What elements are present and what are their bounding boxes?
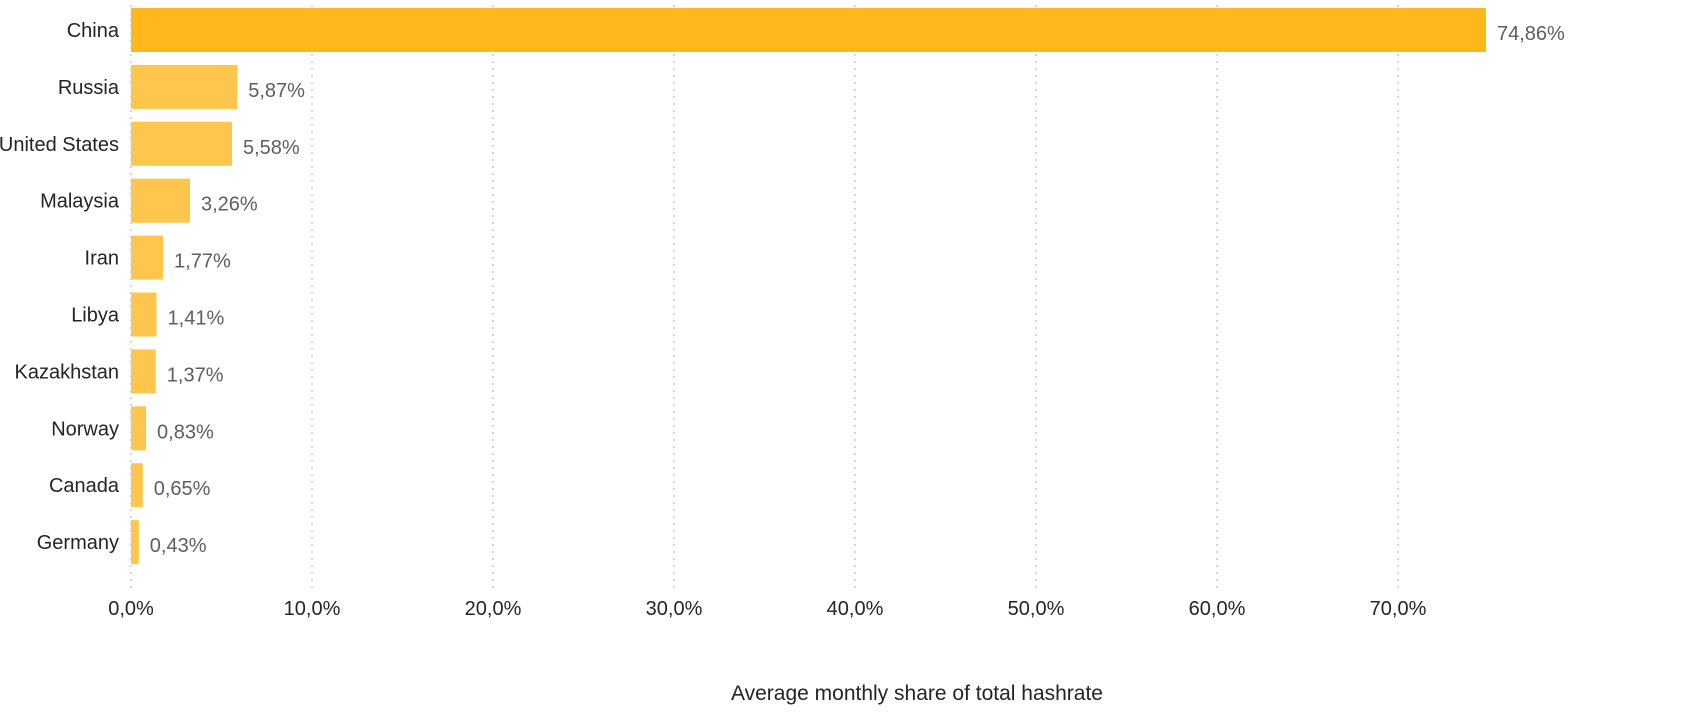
- value-label: 1,41%: [168, 308, 225, 330]
- bar-libya: [131, 292, 157, 337]
- value-labels: 74,86% 5,87% 5,58% 3,26% 1,77% 1,41% 1,37% 0,83…: [150, 23, 1565, 557]
- category-label: Canada: [49, 475, 120, 497]
- category-label: Iran: [85, 248, 119, 270]
- x-axis-title: Average monthly share of total hashrate: [731, 682, 1103, 705]
- category-label: Germany: [37, 532, 119, 554]
- value-label: 5,87%: [248, 80, 305, 102]
- category-label: Norway: [51, 418, 119, 440]
- x-tick-label: 70,0%: [1370, 598, 1427, 620]
- value-label: 5,58%: [243, 137, 300, 159]
- bars: [131, 8, 1486, 565]
- category-label: Malaysia: [40, 191, 120, 213]
- value-label: 1,77%: [174, 251, 231, 273]
- category-label: Libya: [71, 305, 120, 327]
- value-label: 1,37%: [167, 364, 224, 386]
- x-tick-label: 10,0%: [284, 598, 341, 620]
- category-labels: China Russia United States Malaysia Iran Liby…: [0, 20, 120, 554]
- bar-china: [131, 8, 1486, 52]
- category-label: United States: [0, 134, 119, 156]
- x-tick-label: 30,0%: [646, 598, 703, 620]
- category-label: Kazakhstan: [14, 361, 119, 383]
- x-tick-label: 20,0%: [465, 598, 522, 620]
- gridlines: [130, 5, 1399, 588]
- x-tick-label: 0,0%: [108, 598, 154, 620]
- value-label: 0,43%: [150, 535, 207, 557]
- category-label: Russia: [58, 77, 120, 99]
- bar-iran: [131, 235, 164, 280]
- value-label: 74,86%: [1497, 23, 1565, 45]
- bar-germany: [131, 520, 139, 565]
- bar-united-states: [131, 121, 232, 166]
- x-tick-label: 40,0%: [827, 598, 884, 620]
- bar-malaysia: [131, 178, 191, 223]
- category-label: China: [67, 20, 120, 42]
- value-label: 0,65%: [154, 478, 211, 500]
- bar-norway: [131, 406, 147, 451]
- x-axis-ticks: 0,0% 10,0% 20,0% 30,0% 40,0% 50,0% 60,0% 70,0%: [108, 598, 1426, 620]
- x-tick-label: 60,0%: [1189, 598, 1246, 620]
- value-label: 3,26%: [201, 194, 258, 216]
- value-label: 0,83%: [157, 421, 214, 443]
- bar-russia: [131, 64, 238, 109]
- x-tick-label: 50,0%: [1008, 598, 1065, 620]
- bar-canada: [131, 463, 143, 508]
- bar-kazakhstan: [131, 349, 156, 394]
